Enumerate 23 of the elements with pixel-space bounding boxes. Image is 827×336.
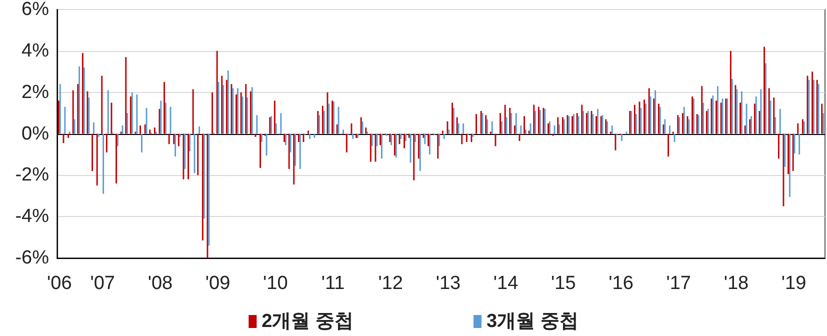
- y-tick-label: 2%: [22, 82, 50, 103]
- legend-label: 2개월 중첩: [262, 311, 354, 332]
- x-tick-label: '10: [263, 273, 288, 294]
- x-tick-label: '19: [781, 273, 806, 294]
- x-tick-label: '13: [436, 273, 461, 294]
- y-tick-label: -4%: [15, 206, 50, 228]
- x-tick-label: '18: [724, 273, 749, 294]
- y-tick-label: 4%: [22, 40, 50, 62]
- y-tick-label: 6%: [22, 0, 50, 20]
- y-tick-label: 0%: [22, 123, 50, 144]
- x-tick-label: '06: [47, 273, 72, 294]
- y-tick-label: -2%: [15, 164, 50, 186]
- legend-label: 3개월 중첩: [486, 311, 578, 332]
- x-tick-label: '09: [205, 273, 230, 294]
- x-tick-label: '11: [321, 273, 345, 294]
- x-tick-label: '15: [551, 273, 576, 294]
- x-tick-label: '14: [493, 273, 519, 294]
- x-tick-label: '07: [90, 273, 115, 294]
- x-tick-label: '16: [608, 273, 634, 294]
- x-tick-label: '17: [666, 273, 691, 294]
- x-tick-label: '12: [378, 273, 403, 294]
- y-tick-label: -6%: [15, 248, 50, 268]
- x-tick-label: '08: [148, 273, 173, 294]
